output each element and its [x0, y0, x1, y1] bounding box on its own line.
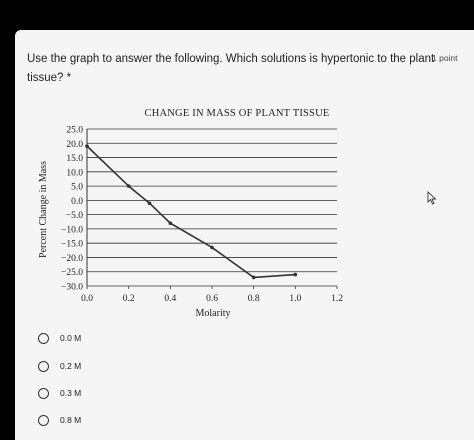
option-label: 0.2 M — [60, 361, 82, 371]
radio-icon[interactable] — [38, 360, 49, 372]
option-0-8-m[interactable]: 0.8 M — [38, 412, 81, 428]
x-axis-label: Molarity — [196, 308, 231, 319]
y-tick-label: 25.0 — [66, 126, 83, 136]
chart-title: CHANGE IN MASS OF PLANT TISSUE — [144, 108, 330, 119]
y-tick-label: −25.0 — [61, 268, 83, 278]
points-badge: 1 point — [432, 53, 458, 63]
x-tick-label: 0.0 — [81, 294, 93, 304]
x-tick-label: 0.8 — [248, 294, 260, 304]
x-tick-label: 0.2 — [123, 294, 135, 304]
data-point — [168, 221, 173, 225]
y-tick-label: −30.0 — [61, 283, 83, 293]
y-tick-label: −20.0 — [61, 254, 83, 264]
radio-icon[interactable] — [38, 332, 49, 344]
data-point — [293, 272, 298, 277]
data-point — [147, 201, 152, 206]
radio-icon[interactable] — [38, 387, 49, 399]
option-label: 0.0 M — [60, 333, 82, 343]
y-tick-label: −5.0 — [66, 211, 83, 221]
y-tick-label: 0.0 — [71, 197, 83, 207]
y-tick-label: 15.0 — [66, 154, 83, 164]
data-point — [126, 184, 131, 188]
y-tick-label: −15.0 — [61, 240, 83, 250]
y-tick-label: 20.0 — [66, 140, 83, 150]
option-0-2-m[interactable]: 0.2 M — [38, 358, 81, 374]
y-tick-label: 5.0 — [71, 183, 83, 193]
question-text: Use the graph to answer the following. W… — [27, 53, 435, 84]
x-tick-label: 0.6 — [206, 294, 218, 304]
option-label: 0.3 M — [60, 388, 82, 398]
y-axis-label: Percent Change in Mass — [38, 161, 49, 258]
option-label: 0.8 M — [60, 415, 82, 425]
radio-icon[interactable] — [38, 414, 49, 426]
option-0-0-m[interactable]: 0.0 M — [38, 330, 81, 346]
data-point — [251, 275, 256, 280]
y-tick-label: −10.0 — [61, 225, 83, 235]
mouse-pointer-icon — [427, 191, 437, 205]
x-tick-label: 0.4 — [164, 294, 176, 304]
question-card — [15, 30, 474, 440]
data-point — [85, 144, 89, 148]
x-tick-label: 1.2 — [331, 294, 343, 304]
data-point — [210, 245, 214, 250]
option-0-3-m[interactable]: 0.3 M — [38, 385, 81, 401]
y-tick-label: 10.0 — [66, 168, 83, 178]
x-tick-label: 1.0 — [289, 294, 301, 304]
